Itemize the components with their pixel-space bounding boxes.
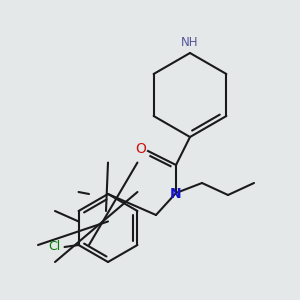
- Text: N: N: [170, 187, 182, 201]
- Text: NH: NH: [181, 36, 199, 49]
- Text: O: O: [136, 142, 146, 156]
- Text: Cl: Cl: [48, 241, 61, 254]
